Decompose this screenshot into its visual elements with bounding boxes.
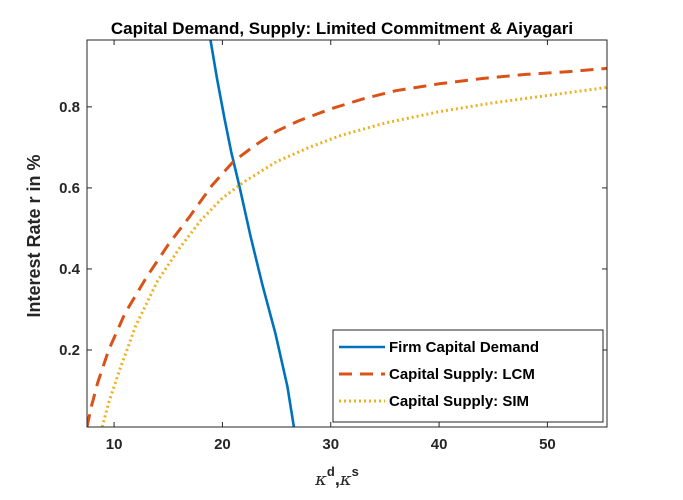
x-label-kappa-d: κ xyxy=(314,469,327,490)
x-tick-label: 30 xyxy=(322,436,339,453)
y-axis-label: Interest Rate r in % xyxy=(24,154,44,317)
x-tick-label: 20 xyxy=(214,436,231,453)
legend-label-1: Firm Capital Demand xyxy=(389,339,539,356)
legend-box xyxy=(332,329,604,423)
x-tick-label: 50 xyxy=(539,436,556,453)
legend-label-3: Capital Supply: SIM xyxy=(389,393,529,410)
axes-layer: 10 20 30 40 50 0.2 0.4 0.6 0.8 xyxy=(59,39,608,453)
series-line-3 xyxy=(100,85,607,427)
x-label-kappa-s: κ xyxy=(339,469,352,490)
series-line-2 xyxy=(87,66,607,427)
chart-title: Capital Demand, Supply: Limited Commitme… xyxy=(111,19,573,38)
legend: Firm Capital Demand Capital Supply: LCM Ca… xyxy=(332,329,604,423)
legend-label-2: Capital Supply: LCM xyxy=(389,366,535,383)
x-label-sep: , xyxy=(335,469,340,489)
x-label-sup-s: s xyxy=(352,464,359,479)
x-label-sup-d: d xyxy=(327,464,335,479)
series-layer xyxy=(87,40,607,427)
y-tick-label: 0.8 xyxy=(59,99,80,116)
x-axis-label: κd,κs xyxy=(314,464,359,490)
y-tick-label: 0.4 xyxy=(59,261,81,278)
axes-box xyxy=(86,39,608,428)
y-tick-label: 0.6 xyxy=(59,180,80,197)
x-tick-label: 10 xyxy=(106,436,123,453)
series-line-1 xyxy=(209,40,296,427)
y-tick-label: 0.2 xyxy=(59,342,80,359)
x-tick-label: 40 xyxy=(431,436,448,453)
